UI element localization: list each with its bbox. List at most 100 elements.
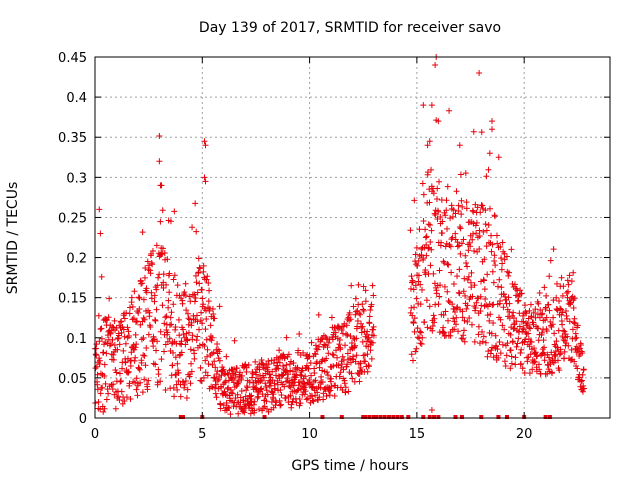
data-point	[433, 290, 440, 297]
data-point	[440, 324, 447, 331]
data-point	[157, 378, 164, 385]
data-point	[416, 226, 423, 233]
data-point	[175, 316, 182, 323]
data-point	[521, 339, 528, 346]
data-point	[258, 356, 265, 363]
data-point	[416, 328, 423, 335]
data-point	[110, 351, 117, 358]
data-point	[558, 306, 565, 313]
data-point	[444, 261, 451, 268]
zero-marker	[395, 415, 400, 419]
data-point	[413, 244, 420, 251]
data-point	[479, 338, 486, 345]
data-point	[548, 349, 555, 356]
data-point	[511, 281, 518, 288]
data-point	[314, 397, 321, 404]
data-point	[139, 280, 146, 287]
data-point	[157, 328, 164, 335]
data-point	[184, 386, 191, 393]
data-point	[95, 399, 102, 406]
data-point	[464, 276, 471, 283]
data-point	[141, 316, 148, 323]
data-point	[105, 314, 112, 321]
data-point	[238, 387, 245, 394]
data-point	[353, 352, 360, 359]
data-point	[483, 227, 490, 234]
data-point	[547, 361, 554, 368]
data-point	[441, 259, 448, 266]
data-point	[122, 359, 129, 366]
data-point	[460, 327, 467, 334]
data-point	[530, 309, 537, 316]
data-point	[256, 366, 263, 373]
data-point	[508, 246, 515, 253]
data-point	[167, 314, 174, 321]
data-point	[151, 316, 158, 323]
data-point	[521, 369, 528, 376]
data-point	[418, 245, 425, 252]
data-point	[172, 324, 179, 331]
data-point	[454, 243, 461, 250]
data-point	[144, 258, 151, 265]
data-point	[194, 333, 201, 340]
data-point	[498, 266, 505, 273]
data-point	[198, 286, 205, 293]
data-point	[295, 386, 302, 393]
data-point	[271, 380, 278, 387]
zero-marker	[479, 415, 484, 419]
data-point	[473, 299, 480, 306]
data-point	[206, 287, 213, 294]
data-point	[339, 330, 346, 337]
data-point	[453, 321, 460, 328]
data-point	[162, 387, 169, 394]
data-point	[171, 208, 178, 215]
data-point	[568, 346, 575, 353]
data-point	[198, 309, 205, 316]
data-point-outlier	[426, 138, 433, 145]
data-point	[275, 365, 282, 372]
data-point	[251, 398, 258, 405]
data-point	[497, 297, 504, 304]
data-point	[153, 306, 160, 313]
data-point	[367, 307, 374, 314]
data-point	[166, 322, 173, 329]
data-point	[346, 355, 353, 362]
data-point	[469, 207, 476, 214]
data-point	[366, 313, 373, 320]
data-point	[340, 323, 347, 330]
data-point	[370, 323, 377, 330]
data-point	[457, 250, 464, 257]
data-point	[126, 310, 133, 317]
data-point	[174, 386, 181, 393]
data-point	[199, 320, 206, 327]
data-point	[195, 255, 202, 262]
y-tick-label: 0.35	[58, 131, 87, 146]
data-point	[473, 230, 480, 237]
data-point	[408, 273, 415, 280]
data-point	[323, 392, 330, 399]
data-point	[420, 217, 427, 224]
data-point	[294, 387, 301, 394]
zero-marker	[505, 415, 509, 419]
data-point	[541, 284, 548, 291]
data-point	[116, 322, 123, 329]
data-point	[210, 374, 217, 381]
data-point	[475, 331, 482, 338]
data-point	[131, 379, 138, 386]
data-point	[247, 410, 254, 417]
data-point	[132, 331, 139, 338]
data-point	[194, 289, 201, 296]
data-point	[457, 225, 464, 232]
data-point	[554, 344, 561, 351]
data-point	[369, 282, 376, 289]
data-point	[523, 310, 530, 317]
data-point	[115, 332, 122, 339]
data-point	[160, 284, 167, 291]
data-point-outlier	[428, 406, 435, 413]
data-point	[203, 316, 210, 323]
data-point	[411, 328, 418, 335]
data-point	[112, 405, 119, 412]
data-point	[193, 337, 200, 344]
data-point	[273, 399, 280, 406]
